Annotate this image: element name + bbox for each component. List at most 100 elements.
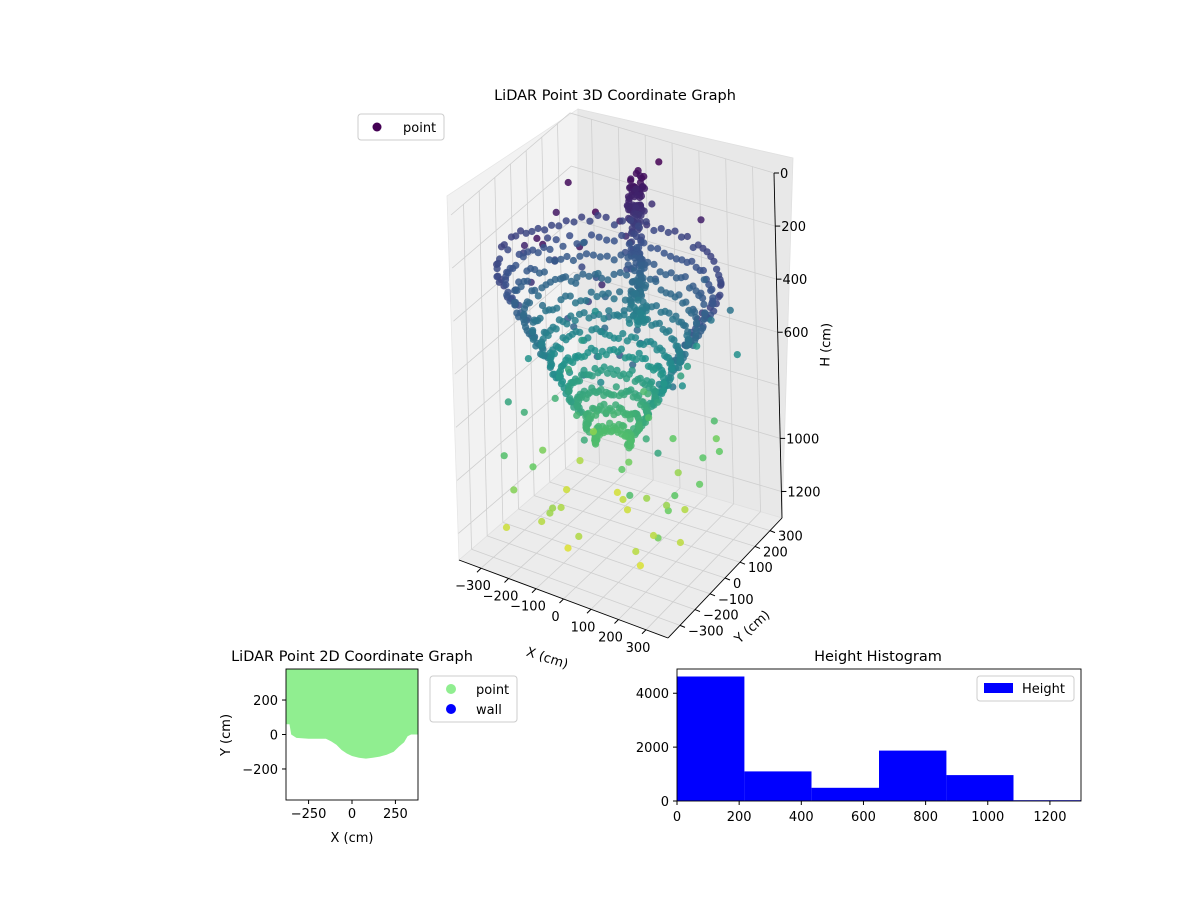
point-3d — [666, 359, 674, 367]
y-tick-label: 200 — [763, 545, 788, 560]
point-3d — [585, 272, 593, 280]
point-3d — [586, 217, 594, 225]
point-3d — [520, 241, 529, 250]
plot-frame-histogram — [676, 668, 1082, 802]
y-tick-label: 300 — [778, 530, 803, 545]
point-3d — [610, 270, 618, 278]
point-3d — [504, 269, 512, 277]
point-3d — [627, 175, 635, 183]
legend-label-point-2d: point — [476, 683, 509, 698]
point-3d — [538, 517, 546, 526]
grid-line-floor-y — [487, 535, 696, 610]
point-3d — [629, 393, 637, 401]
point-3d — [540, 243, 548, 252]
point-3d — [583, 425, 591, 433]
x-tick-label: 300 — [626, 641, 651, 656]
point-3d — [677, 372, 685, 380]
point-3d — [586, 415, 595, 423]
point-3d — [621, 432, 629, 440]
point-3d — [633, 317, 641, 325]
point-3d — [709, 300, 717, 308]
point-3d — [539, 335, 547, 343]
ticks-histogram: 0 200 400 600 800 1000 1200 0 2000 4000 — [636, 687, 1067, 825]
point-3d — [575, 532, 583, 541]
point-3d — [538, 284, 546, 292]
legend-2d: point wall — [429, 675, 518, 723]
point-3d — [592, 411, 600, 419]
point-3d — [607, 428, 615, 436]
point-3d — [695, 291, 703, 300]
point-3d — [599, 290, 607, 298]
point-3d — [646, 275, 654, 283]
point-3d — [552, 208, 560, 216]
point-3d — [649, 531, 658, 540]
point-3d — [668, 365, 676, 373]
point-3d — [579, 270, 587, 278]
point-3d — [634, 222, 643, 230]
point-3d — [612, 383, 620, 391]
x-tick-label-histogram: 0 — [673, 810, 681, 825]
point-3d — [654, 449, 662, 457]
point-3d — [556, 372, 564, 380]
point-3d — [632, 185, 640, 193]
point-3d — [576, 328, 584, 336]
point-3d — [510, 299, 519, 307]
point-3d — [520, 305, 529, 313]
point-3d — [692, 313, 700, 321]
point-3d — [635, 349, 643, 357]
point-3d — [592, 389, 600, 397]
point-3d — [642, 218, 650, 226]
legend-marker-point-2d — [446, 684, 456, 694]
x-tick-label-2d: −250 — [291, 807, 327, 822]
point-3d — [650, 340, 658, 348]
x-tick — [586, 608, 592, 614]
x-tick-label-histogram: 400 — [789, 810, 814, 825]
point-3d — [648, 200, 656, 208]
legend-label-point: point — [403, 121, 436, 136]
point-3d — [602, 351, 610, 359]
x-tick-label: 0 — [551, 610, 559, 625]
chart-2d: LiDAR Point 2D Coordinate Graph −250 0 250… — [219, 649, 518, 846]
histogram-bars — [677, 676, 1081, 801]
y-tick-label: 100 — [748, 561, 773, 576]
grid-line-z — [450, 112, 775, 216]
x-tick — [641, 629, 647, 635]
point-3d — [600, 391, 608, 399]
x-tick-label: −100 — [510, 600, 546, 615]
point-3d — [615, 312, 623, 320]
point-3d — [602, 213, 610, 221]
point-3d — [652, 277, 660, 286]
point-3d — [562, 336, 570, 344]
chart-histogram: Height Histogram 0 200 400 600 800 1000 1200 0 2… — [636, 649, 1082, 825]
point-3d — [578, 371, 586, 379]
point-3d — [712, 435, 720, 443]
point-3d — [592, 440, 600, 448]
x-tick-label-histogram: 200 — [727, 810, 752, 825]
point-3d — [705, 281, 713, 289]
point-3d — [575, 310, 584, 318]
point-3d — [534, 249, 542, 257]
x-tick-label: −300 — [455, 579, 491, 594]
chart-2d-title: LiDAR Point 2D Coordinate Graph — [231, 649, 473, 665]
point-3d — [604, 289, 612, 297]
point-3d — [565, 387, 573, 395]
point-3d — [595, 352, 603, 360]
y-tick-label-2d: 200 — [253, 694, 278, 709]
z-tick-label: 1200 — [787, 485, 820, 500]
point-3d — [562, 217, 570, 225]
point-3d — [493, 273, 501, 281]
point-3d — [619, 330, 627, 338]
point-3d — [715, 447, 724, 456]
histogram-title: Height Histogram — [814, 649, 942, 665]
point-3d — [616, 288, 624, 296]
point-3d — [662, 289, 670, 297]
point-3d — [692, 263, 700, 271]
point-3d — [668, 335, 676, 343]
point-3d — [573, 411, 581, 420]
point-3d — [623, 337, 631, 345]
point-3d — [520, 408, 528, 416]
point-3d — [570, 218, 578, 226]
y-tick-label-histogram: 4000 — [636, 687, 669, 702]
point-3d — [503, 291, 511, 299]
point-3d — [616, 372, 624, 380]
